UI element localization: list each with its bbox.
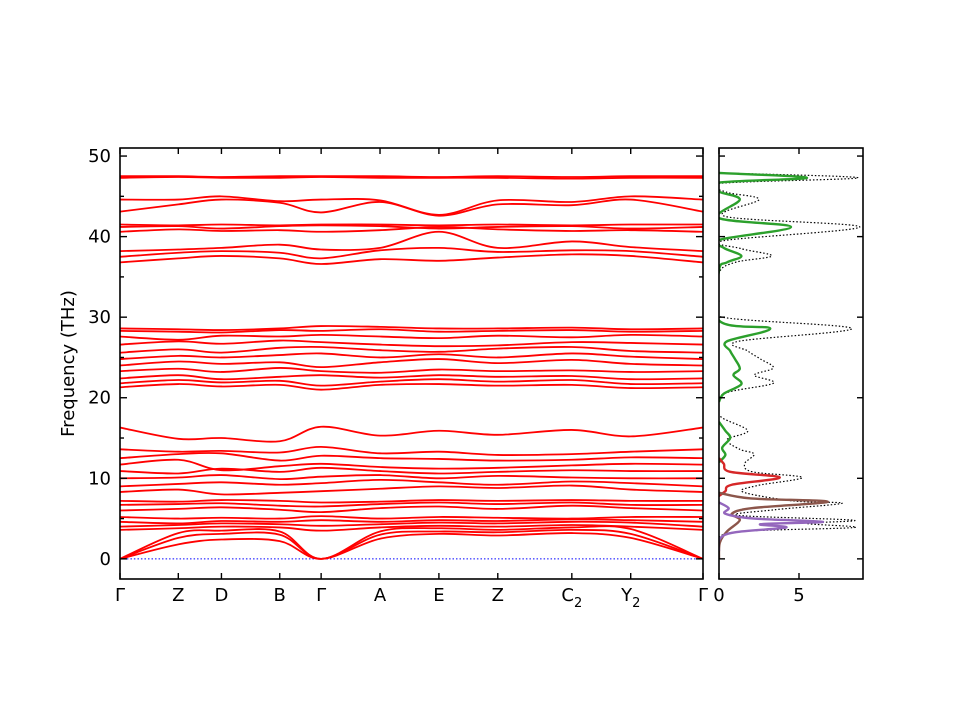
band-line-33 bbox=[120, 226, 703, 233]
band-line-32 bbox=[120, 230, 703, 253]
band-line-11 bbox=[120, 484, 703, 496]
y-tick-label: 0 bbox=[100, 549, 111, 570]
band-line-21 bbox=[120, 374, 703, 381]
x-tick-label: Γ bbox=[115, 585, 125, 606]
band-line-26 bbox=[120, 339, 703, 348]
dos-partial-line-2 bbox=[719, 421, 732, 464]
band-line-37 bbox=[120, 195, 703, 216]
band-line-14 bbox=[120, 466, 703, 475]
x-tick-label: Γ bbox=[316, 585, 326, 606]
y-tick-label: 50 bbox=[88, 146, 111, 167]
band-line-27 bbox=[120, 333, 703, 341]
band-line-24 bbox=[120, 352, 703, 360]
band-line-39 bbox=[120, 175, 703, 178]
band-line-23 bbox=[120, 358, 703, 369]
band-line-19 bbox=[120, 383, 703, 391]
band-line-30 bbox=[120, 253, 703, 265]
band-line-6 bbox=[120, 518, 703, 525]
band-plot-frame bbox=[119, 147, 704, 580]
band-line-25 bbox=[120, 345, 703, 354]
x-tick-label: A bbox=[374, 585, 387, 606]
dos-partial-line-1 bbox=[719, 171, 809, 403]
band-line-29 bbox=[120, 325, 703, 331]
band-line-35 bbox=[120, 223, 703, 227]
x-tick-label: E bbox=[433, 585, 444, 606]
band-line-1 bbox=[120, 532, 703, 560]
y-tick-label: 20 bbox=[88, 388, 111, 409]
x-tick-label: Y2 bbox=[620, 585, 640, 611]
x-tick-label: C2 bbox=[561, 585, 582, 611]
x-tick-label: Z bbox=[492, 585, 504, 606]
band-line-8 bbox=[120, 504, 703, 514]
band-line-22 bbox=[120, 367, 703, 374]
band-line-12 bbox=[120, 479, 703, 488]
band-line-18 bbox=[120, 425, 703, 443]
y-axis-title: Frequency (THz) bbox=[58, 290, 79, 437]
dos-x-tick-label: 5 bbox=[793, 585, 804, 606]
x-tick-label: Γ bbox=[698, 585, 708, 606]
band-line-5 bbox=[120, 520, 703, 528]
band-line-10 bbox=[120, 499, 703, 504]
x-tick-label-subscript: 2 bbox=[632, 596, 640, 611]
x-tick-label-subscript: 2 bbox=[574, 596, 582, 611]
band-line-9 bbox=[120, 501, 703, 508]
dos-partial-line-3 bbox=[719, 457, 782, 497]
x-tick-label: Z bbox=[172, 585, 184, 606]
band-line-34 bbox=[120, 224, 703, 230]
band-line-16 bbox=[120, 451, 703, 462]
y-tick-label: 40 bbox=[88, 227, 111, 248]
band-line-20 bbox=[120, 378, 703, 387]
band-line-31 bbox=[120, 246, 703, 260]
dos-total-line bbox=[719, 172, 861, 559]
band-line-13 bbox=[120, 474, 703, 481]
band-line-7 bbox=[120, 515, 703, 520]
band-line-2 bbox=[120, 528, 703, 560]
dos-partial-line-5 bbox=[719, 501, 825, 551]
band-line-3 bbox=[120, 525, 703, 560]
y-tick-label: 10 bbox=[88, 468, 111, 489]
bands-layer bbox=[120, 175, 703, 560]
dos-plot-frame bbox=[718, 147, 864, 580]
band-line-4 bbox=[120, 524, 703, 532]
x-tick-label: D bbox=[215, 585, 229, 606]
dos-x-tick-label: 0 bbox=[713, 585, 724, 606]
band-line-15 bbox=[120, 458, 703, 472]
band-line-36 bbox=[120, 198, 703, 217]
x-tick-label: B bbox=[274, 585, 286, 606]
dos-layer bbox=[719, 171, 861, 559]
band-line-17 bbox=[120, 445, 703, 456]
y-tick-label: 30 bbox=[88, 307, 111, 328]
dos-partial-line-4 bbox=[719, 491, 830, 559]
band-line-28 bbox=[120, 328, 703, 334]
